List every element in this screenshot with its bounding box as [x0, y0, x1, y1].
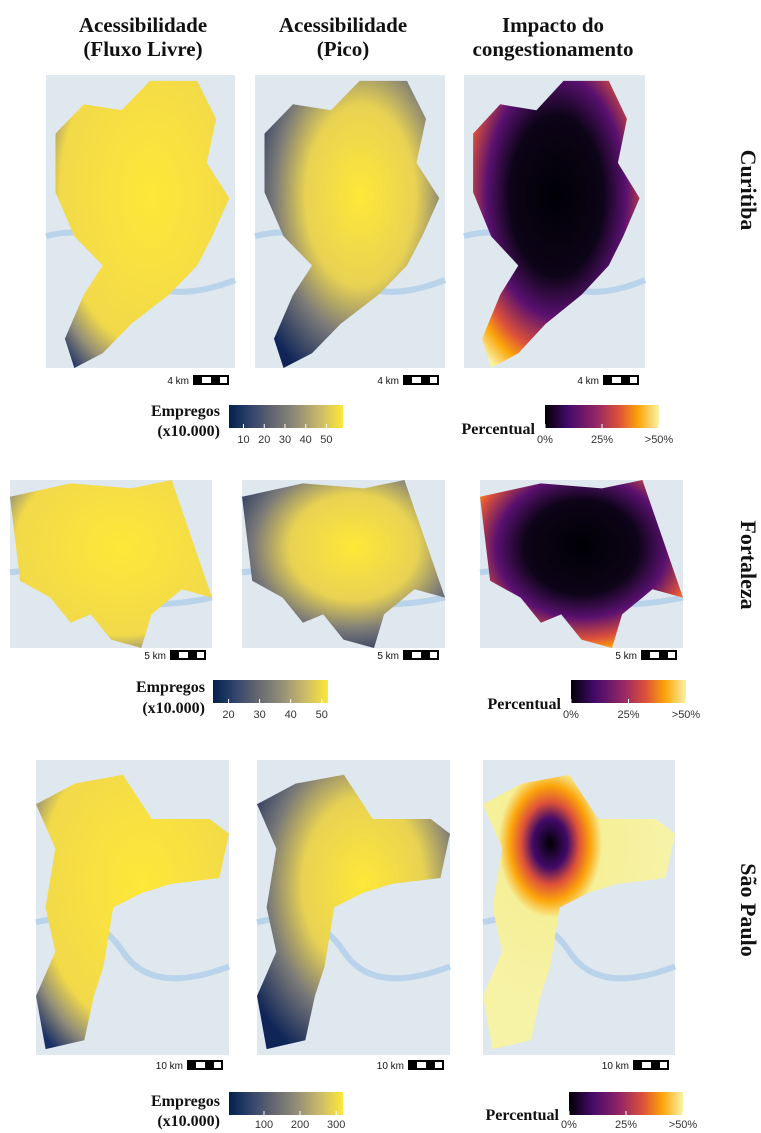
- column-header: (Pico): [317, 37, 369, 61]
- map-panel: [480, 480, 683, 648]
- column-header: congestionamento: [473, 37, 634, 61]
- colorbar-tick-label: >50%: [645, 434, 674, 446]
- colorbar-tick-label: 30: [279, 434, 291, 446]
- scale-bar: [430, 652, 437, 658]
- scale-bar: [412, 377, 421, 383]
- legend-title: Percentual: [486, 1107, 560, 1124]
- scale-bar: [660, 1062, 667, 1068]
- scale-bar: [214, 1062, 221, 1068]
- column-header: Acessibilidade: [279, 13, 407, 37]
- colorbar-tick-label: 100: [255, 1119, 273, 1131]
- scale-bar: [197, 652, 204, 658]
- colorbar-tick-label: 20: [258, 434, 270, 446]
- colorbar-tick-label: 300: [327, 1119, 345, 1131]
- colorbar-tick-label: >50%: [672, 709, 701, 721]
- legend-title: Empregos: [151, 403, 220, 420]
- map-panel: [483, 760, 675, 1055]
- scale-bar: [435, 1062, 442, 1068]
- scale-label: 4 km: [377, 376, 399, 387]
- scale-bar: [179, 652, 188, 658]
- column-header: Acessibilidade: [79, 13, 207, 37]
- colorbar-tick-label: 40: [285, 709, 297, 721]
- legend-title: Percentual: [488, 696, 562, 713]
- scale-label: 10 km: [602, 1061, 629, 1072]
- scale-bar: [220, 377, 227, 383]
- colorbar: [229, 1092, 343, 1115]
- scale-label: 10 km: [156, 1061, 183, 1072]
- legend-title: (x10.000): [142, 700, 205, 717]
- colorbar-tick-label: 50: [320, 434, 332, 446]
- colorbar-tick-label: >50%: [669, 1119, 698, 1131]
- map-panel: [257, 760, 450, 1055]
- colorbar-tick-label: 200: [291, 1119, 309, 1131]
- scale-label: 5 km: [615, 651, 637, 662]
- colorbar-tick-label: 40: [300, 434, 312, 446]
- scale-bar: [668, 652, 675, 658]
- scale-bar: [430, 377, 437, 383]
- colorbar: [229, 405, 343, 428]
- map-panel: [242, 480, 445, 648]
- colorbar-tick-label: 25%: [591, 434, 613, 446]
- column-header: (Fluxo Livre): [83, 37, 202, 61]
- scale-bar: [196, 1062, 205, 1068]
- column-header: Impacto do: [502, 13, 604, 37]
- map-panel: [255, 75, 445, 368]
- scale-label: 5 km: [144, 651, 166, 662]
- legend-title: (x10.000): [157, 1113, 220, 1130]
- legend-title: (x10.000): [157, 423, 220, 440]
- legend-title: Percentual: [462, 421, 536, 438]
- colorbar: [213, 680, 328, 703]
- colorbar-tick-label: 20: [222, 709, 234, 721]
- scale-bar: [650, 652, 659, 658]
- colorbar-tick-label: 10: [237, 434, 249, 446]
- colorbar-tick-label: 0%: [537, 434, 553, 446]
- colorbar-tick-label: 25%: [615, 1119, 637, 1131]
- scale-bar: [412, 652, 421, 658]
- scale-bar: [630, 377, 637, 383]
- colorbar-tick-label: 50: [316, 709, 328, 721]
- map-panel: [10, 480, 212, 648]
- colorbar-tick-label: 25%: [617, 709, 639, 721]
- scale-label: 4 km: [167, 376, 189, 387]
- scale-bar: [417, 1062, 426, 1068]
- colorbar-tick-label: 0%: [563, 709, 579, 721]
- map-panel: [464, 75, 645, 368]
- scale-label: 4 km: [577, 376, 599, 387]
- legend-title: Empregos: [151, 1093, 220, 1110]
- legend-title: Empregos: [136, 679, 205, 696]
- scale-label: 5 km: [377, 651, 399, 662]
- colorbar-tick-label: 30: [253, 709, 265, 721]
- scale-bar: [202, 377, 211, 383]
- colorbar-tick-label: 0%: [561, 1119, 577, 1131]
- figure: Acessibilidade(Fluxo Livre)Acessibilidad…: [0, 0, 761, 1133]
- city-label: São Paulo: [736, 863, 761, 957]
- scale-bar: [642, 1062, 651, 1068]
- map-panel: [46, 75, 235, 368]
- city-label: Fortaleza: [736, 520, 761, 609]
- scale-bar: [612, 377, 621, 383]
- map-panel: [36, 760, 229, 1055]
- city-label: Curitiba: [736, 150, 761, 231]
- scale-label: 10 km: [377, 1061, 404, 1072]
